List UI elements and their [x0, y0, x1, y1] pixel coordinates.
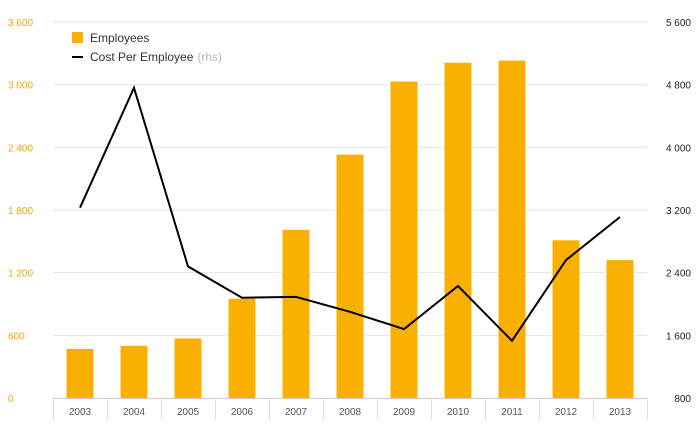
legend-line-swatch	[72, 55, 83, 58]
x-tick-label: 2012	[555, 407, 578, 418]
legend: Employees Cost Per Employee (rhs)	[72, 28, 222, 66]
right-tick-label: 2 400	[666, 269, 691, 280]
left-tick-label: 600	[8, 331, 25, 342]
employee-bar	[174, 338, 202, 398]
right-tick-label: 5 600	[666, 18, 691, 29]
right-tick-label: 3 200	[666, 206, 691, 217]
x-tick-label: 2004	[123, 407, 146, 418]
x-tick-label: 2010	[447, 407, 470, 418]
right-tick-label: 4 000	[666, 143, 691, 154]
x-tick-label: 2009	[393, 407, 416, 418]
cost-line-group	[79, 84, 621, 343]
cost-per-employee-line	[79, 84, 621, 343]
legend-item-employees: Employees	[72, 28, 222, 47]
left-axis: 0 600 1 200 1 800 2 400 3 000 3 600	[8, 18, 33, 405]
legend-item-cost: Cost Per Employee (rhs)	[72, 47, 222, 66]
left-tick-label: 1 200	[8, 269, 33, 280]
left-tick-label: 3 000	[8, 81, 33, 92]
x-tick-label: 2008	[339, 407, 362, 418]
left-tick-label: 3 600	[8, 18, 33, 29]
legend-rhs-note: (rhs)	[197, 49, 223, 64]
employee-bars	[66, 60, 634, 399]
x-tick-label: 2006	[231, 407, 254, 418]
employee-bar	[228, 298, 256, 398]
x-tick-label: 2007	[285, 407, 308, 418]
employee-bar	[606, 260, 634, 398]
employee-bar	[282, 229, 310, 398]
employee-bar	[444, 62, 472, 398]
x-tick-label: 2003	[69, 407, 92, 418]
legend-cost-label: Cost Per Employee	[90, 49, 194, 64]
legend-bar-swatch	[72, 32, 83, 43]
x-axis: 2003 2004 2005 2006 2007 2008 2009 2010 2011 2012…	[53, 398, 648, 420]
employee-bar	[498, 60, 526, 399]
employee-bar	[390, 81, 418, 399]
legend-employees-label: Employees	[90, 30, 150, 45]
left-tick-label: 0	[8, 394, 14, 405]
left-tick-label: 2 400	[8, 143, 33, 154]
x-tick-label: 2005	[177, 407, 200, 418]
employee-bar	[120, 345, 148, 398]
right-tick-label: 1 600	[666, 331, 691, 342]
x-tick-label: 2013	[609, 407, 632, 418]
left-tick-label: 1 800	[8, 206, 33, 217]
right-tick-label: 800	[674, 394, 691, 405]
right-tick-label: 4 800	[666, 81, 691, 92]
employee-bar	[552, 240, 580, 398]
x-tick-label: 2011	[501, 407, 523, 418]
right-axis: 800 1 600 2 400 3 200 4 000 4 800 5 600	[666, 18, 691, 405]
employee-bar	[66, 348, 94, 398]
employee-bar	[336, 154, 364, 398]
